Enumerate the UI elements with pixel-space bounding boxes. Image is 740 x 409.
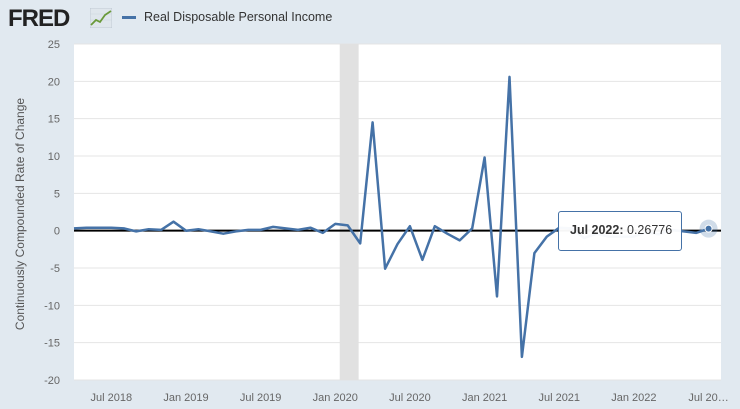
y-axis-ticks: -20 -15 -10 -5 0 5 10 15 20 25	[44, 39, 60, 387]
recession-shade	[339, 44, 359, 380]
x-tick-label: Jan 2021	[462, 392, 507, 404]
y-tick-label: -20	[44, 375, 60, 387]
x-tick-label: Jul 2019	[240, 392, 282, 404]
x-tick-label: Jul 2020	[389, 392, 431, 404]
y-tick-label: 15	[48, 114, 60, 126]
x-tick-label: Jan 2020	[313, 392, 358, 404]
x-tick-label: Jan 2019	[163, 392, 208, 404]
chart-header: FRED Real Disposable Personal Income	[0, 0, 740, 36]
y-tick-label: 0	[54, 226, 60, 238]
line-chart-icon	[90, 8, 112, 28]
hover-marker-point	[704, 224, 713, 233]
x-tick-label: Jul 20…	[688, 392, 728, 404]
x-tick-label: Jul 2021	[538, 392, 580, 404]
hover-marker-layer	[699, 219, 718, 238]
chart-legend[interactable]: Real Disposable Personal Income	[122, 10, 332, 24]
y-tick-label: -10	[44, 300, 60, 312]
tooltip-value: 0.26776	[627, 223, 673, 237]
y-tick-label: 5	[54, 188, 60, 200]
x-axis-ticks: Jul 2018 Jan 2019 Jul 2019 Jan 2020 Jul 2020…	[91, 392, 729, 404]
y-tick-label: -15	[44, 338, 60, 350]
x-tick-label: Jan 2022	[611, 392, 656, 404]
legend-swatch	[122, 15, 136, 19]
recession-shading-layer	[339, 44, 359, 380]
y-tick-label: 25	[48, 39, 60, 51]
y-axis-label: Continuously Compounded Rate of Change	[13, 97, 27, 331]
y-tick-label: 20	[48, 76, 60, 88]
y-tick-label: 10	[48, 151, 60, 163]
hover-tooltip: Jul 2022: 0.26776	[558, 211, 682, 251]
fred-logo[interactable]: FRED	[8, 5, 70, 32]
y-tick-label: -5	[50, 263, 60, 275]
legend-series-label: Real Disposable Personal Income	[144, 10, 333, 24]
x-tick-label: Jul 2018	[91, 392, 133, 404]
tooltip-date: Jul 2022	[570, 223, 620, 237]
